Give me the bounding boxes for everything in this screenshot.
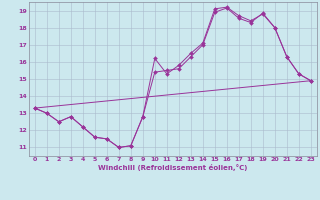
X-axis label: Windchill (Refroidissement éolien,°C): Windchill (Refroidissement éolien,°C) (98, 164, 247, 171)
